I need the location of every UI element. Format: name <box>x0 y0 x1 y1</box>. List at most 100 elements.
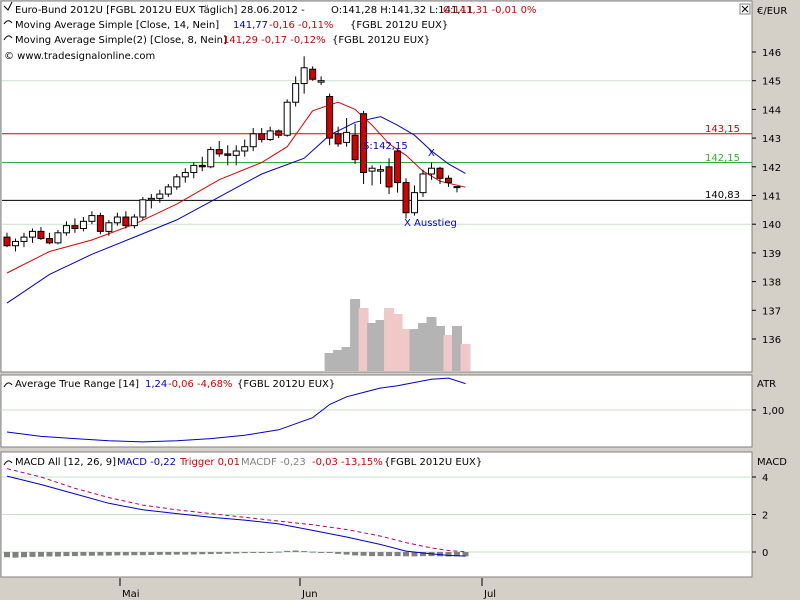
candle <box>139 196 147 220</box>
candle <box>351 123 359 164</box>
macd-value: MACD -0,22 <box>117 457 176 468</box>
price-tick-label: 144 <box>762 105 781 116</box>
candle-body <box>309 68 317 80</box>
ma14-change: -0,16 -0,11% <box>269 20 333 31</box>
candle <box>20 232 28 248</box>
macdf-bar <box>105 552 112 556</box>
candle <box>173 173 181 190</box>
volume-bar <box>392 314 403 371</box>
volume-bar <box>426 317 437 371</box>
volume-bar <box>443 335 454 371</box>
candle <box>164 184 172 197</box>
candle <box>45 232 53 245</box>
close-icon <box>741 5 749 13</box>
candle-body <box>411 192 419 214</box>
candle <box>224 145 232 166</box>
macdf-bar <box>326 552 333 553</box>
main-title: Euro-Bund 2012U [FGBL 2012U EUX Täglich]… <box>15 5 305 16</box>
volume-bar <box>324 353 335 371</box>
macdf-bar <box>292 550 299 552</box>
candle-body <box>241 146 249 152</box>
macdf-bar <box>275 551 282 553</box>
macdf-bar <box>139 552 146 556</box>
macdf-bar <box>131 552 138 556</box>
atr-legend: Average True Range [14] 1,24 -0,06 -4,68… <box>3 379 776 390</box>
close-button[interactable] <box>739 3 751 15</box>
macd-indicator: 0 2 4 <box>2 468 768 559</box>
candle-body <box>343 131 351 143</box>
macdf-bar <box>114 552 121 556</box>
time-tick-label: Mai <box>122 589 140 600</box>
candle-body <box>45 238 53 244</box>
atr-tick-label: 1,00 <box>762 406 784 417</box>
candle-body <box>54 232 62 244</box>
macdf-bar <box>199 552 206 555</box>
candle-body <box>317 80 325 83</box>
level-143-label: 143,15 <box>705 124 740 135</box>
macdf-bar <box>97 552 104 556</box>
candle-body <box>283 101 291 136</box>
candle-body <box>198 164 206 168</box>
macdf-bar <box>352 552 359 556</box>
macdf-bar <box>80 552 87 556</box>
macdf-bar <box>462 552 469 557</box>
candle-body <box>394 150 402 184</box>
price-tick-label: 136 <box>762 335 781 346</box>
candle <box>54 229 62 245</box>
atr-value: 1,24 <box>145 379 167 390</box>
candle-body <box>181 172 189 178</box>
trigger-value: Trigger 0,01 <box>179 457 240 468</box>
candle <box>283 99 291 137</box>
candle <box>207 146 215 169</box>
candle <box>453 186 461 193</box>
candle-body <box>71 225 79 230</box>
time-tick-label: Jul <box>483 589 496 600</box>
candle <box>360 110 368 185</box>
trigger-line <box>6 468 466 553</box>
macdf-bar <box>29 552 36 557</box>
candle <box>130 214 138 229</box>
candle-body <box>436 167 444 179</box>
candle-body <box>147 197 155 201</box>
price-tick-label: 143 <box>762 134 781 145</box>
candle <box>215 140 223 157</box>
macdf-bar <box>386 552 393 557</box>
volume-bar <box>333 350 344 371</box>
candle-body <box>326 95 334 139</box>
price-tick-label: 140 <box>762 220 781 231</box>
candle-body <box>249 133 257 148</box>
macdf-bar <box>63 552 70 557</box>
candle <box>309 66 317 81</box>
candle-body <box>37 230 45 240</box>
macdf-bar <box>250 552 257 553</box>
exit-label: X Ausstieg <box>404 218 457 229</box>
candle <box>71 218 79 233</box>
candle <box>198 156 206 172</box>
candle <box>258 128 266 143</box>
candle <box>113 212 121 226</box>
price-tick-label: 142 <box>762 163 781 174</box>
macdf-bar <box>224 552 231 554</box>
candle <box>79 217 87 232</box>
ma8-line <box>6 101 466 274</box>
candle <box>266 126 274 141</box>
candle <box>190 162 198 179</box>
candle <box>11 238 19 252</box>
candle <box>147 194 155 209</box>
volume-bar <box>451 326 462 371</box>
candle-body <box>258 133 266 141</box>
time-tick-label: Jun <box>301 589 318 600</box>
candle <box>402 178 410 219</box>
candle-body <box>207 149 215 168</box>
level-lines <box>2 133 752 201</box>
macdf-bar <box>309 551 316 553</box>
candle-body <box>292 83 300 103</box>
candle-body <box>368 167 376 172</box>
candle <box>105 219 113 236</box>
macdf-bar <box>182 552 189 555</box>
macd-tick-label: 4 <box>762 473 768 484</box>
candle <box>249 128 257 152</box>
candle-body <box>402 182 410 214</box>
stop-label: S:142,15 <box>363 141 408 152</box>
